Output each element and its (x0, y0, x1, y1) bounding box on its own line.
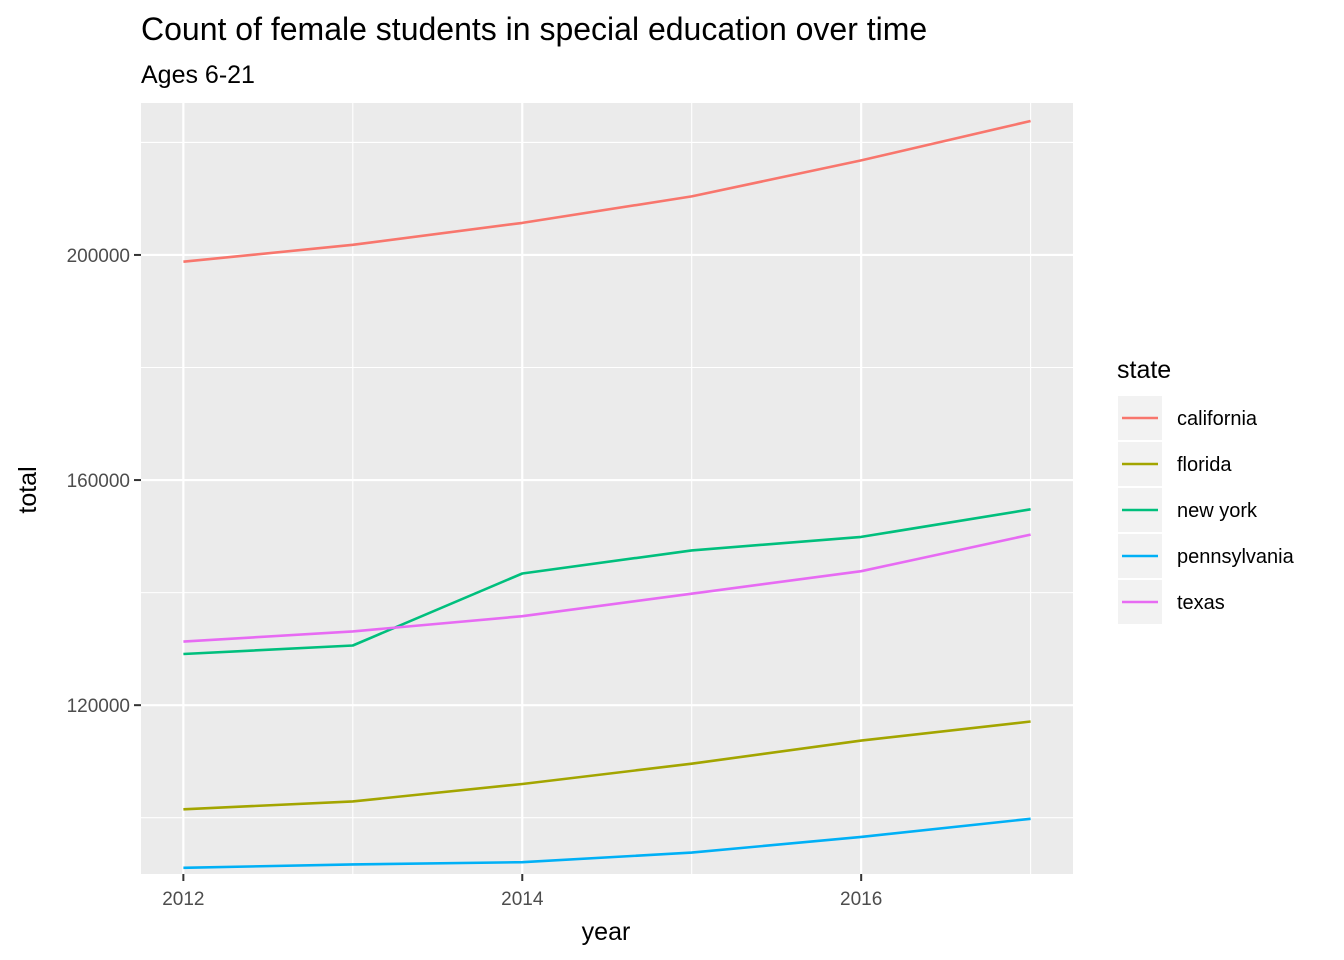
series-line-texas (183, 533, 1031, 643)
y-tick-label: 160000 (67, 471, 130, 492)
chart-title: Count of female students in special educ… (141, 11, 927, 47)
x-tick-label: 2014 (501, 889, 544, 910)
legend-label: florida (1177, 454, 1232, 476)
y-tick-label: 200000 (67, 246, 130, 267)
series-lines (183, 119, 1031, 870)
y-tick-label: 120000 (67, 696, 130, 717)
legend-title: state (1117, 356, 1171, 384)
chart-subtitle: Ages 6-21 (141, 61, 255, 89)
legend-label: california (1177, 408, 1258, 430)
series-line-pennsylvania (183, 817, 1031, 870)
legend-label: texas (1177, 592, 1225, 614)
series-line-california (183, 119, 1031, 263)
y-axis-title: total (14, 466, 42, 513)
x-tick-label: 2016 (840, 889, 882, 910)
series-line-florida (183, 720, 1031, 811)
major-gridlines (141, 103, 1073, 874)
legend-label: new york (1177, 500, 1258, 522)
legend-label: pennsylvania (1177, 546, 1295, 568)
minor-gridlines (141, 103, 1073, 874)
plot-panel (141, 103, 1073, 874)
legend: state california florida new york pennsylva… (1117, 356, 1295, 624)
x-axis-title: year (582, 918, 631, 946)
x-axis-ticks: 2012 2014 2016 (162, 874, 882, 910)
y-axis-ticks: 120000 160000 200000 (67, 246, 141, 717)
x-tick-label: 2012 (162, 889, 204, 910)
series-line-new-york (183, 508, 1031, 656)
